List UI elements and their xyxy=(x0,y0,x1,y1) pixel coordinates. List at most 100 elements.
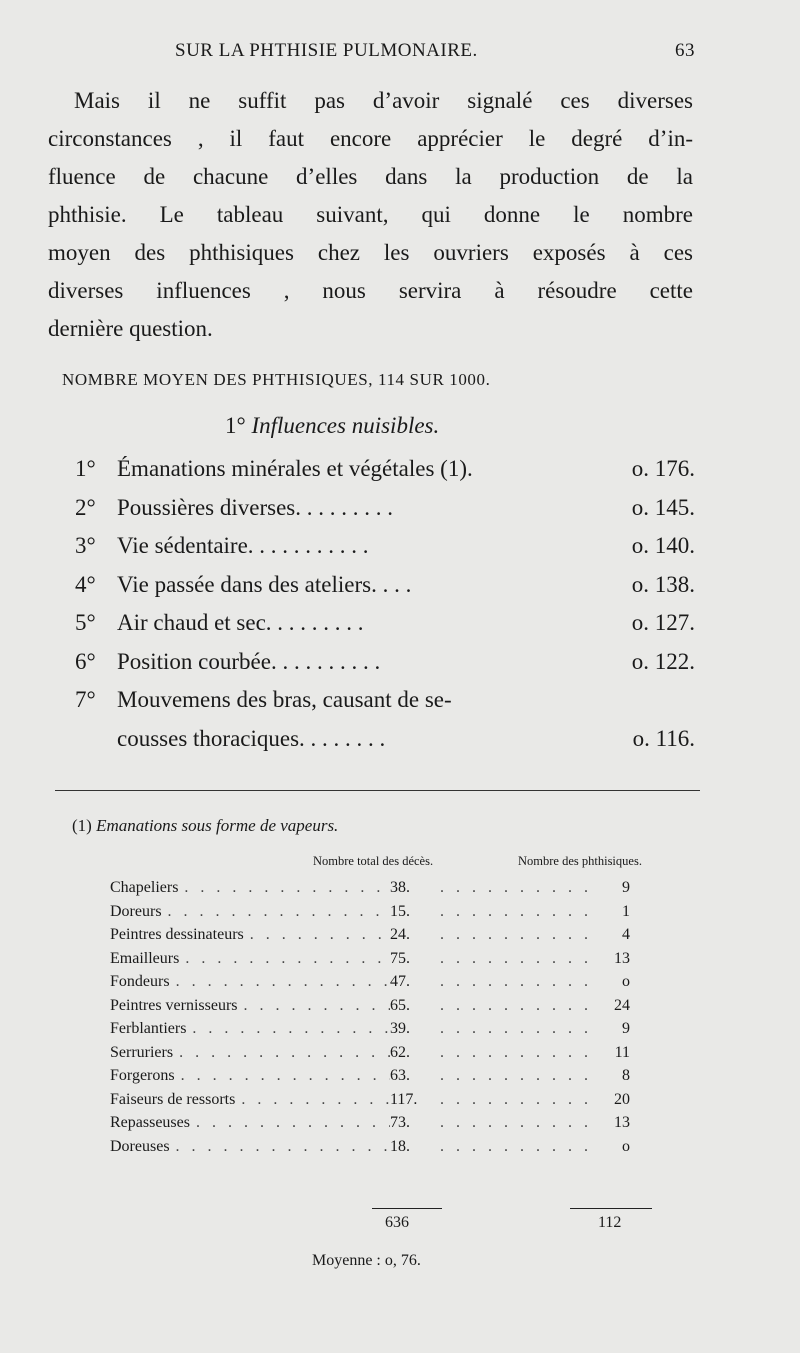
table-row: Peintres vernisseurs . . . . . . . . . . … xyxy=(110,994,630,1018)
leader-dots: . . . . . . . . . . . . . . . . . . . . … xyxy=(175,973,390,990)
influence-value: o. 122. xyxy=(631,648,695,674)
table-row: Repasseuses . . . . . . . . . . . . . . .… xyxy=(110,1111,630,1135)
leader-dots: . . . . . . . . . . . . . . . . . . . . … xyxy=(440,973,596,990)
table-row: Doreuses . . . . . . . . . . . . . . . . … xyxy=(110,1135,630,1159)
table-row: Serruriers . . . . . . . . . . . . . . . … xyxy=(110,1041,630,1065)
paragraph-line: dernière question. xyxy=(48,316,213,341)
paragraph-line: fluence de chacune d’elles dans la produ… xyxy=(48,164,693,189)
column-header-deaths: Nombre total des décès. xyxy=(313,854,434,868)
influence-item: 5° Air chaud et sec. . . . . . . . . o. 12… xyxy=(75,604,695,643)
table-row: Emailleurs . . . . . . . . . . . . . . . … xyxy=(110,947,630,971)
occupation-cell: Emailleurs . . . . . . . . . . . . . . . … xyxy=(110,947,390,971)
deaths-value: 47. xyxy=(390,973,410,990)
phthisiques-total-rule xyxy=(570,1208,652,1209)
body-paragraph: Mais il ne suffit pas d’avoir signalé ce… xyxy=(48,82,693,348)
leader-dots: . . . . . . . . . . . . . . . . . . . . … xyxy=(440,1090,596,1108)
influence-item: 6° Position courbée. . . . . . . . . . o. … xyxy=(75,643,695,682)
leader-dots: . . . . . . . . . . . . . . . . . . . . … xyxy=(440,879,596,896)
influence-number: 1° xyxy=(75,456,96,481)
occupation-cell: Serruriers . . . . . . . . . . . . . . . … xyxy=(110,1041,390,1065)
phthisiques-value: 11 xyxy=(614,1043,630,1061)
influence-value: o. 145. xyxy=(631,494,695,520)
occupation-name: Faiseurs de ressorts xyxy=(110,1090,236,1108)
influence-number: 7° xyxy=(75,687,96,712)
page-number: 63 xyxy=(675,40,695,61)
influence-value: o. 127. xyxy=(631,610,695,635)
deaths-value: 63. xyxy=(390,1067,410,1084)
occupation-name: Emailleurs xyxy=(110,949,180,967)
occupation-name: Ferblantiers xyxy=(110,1020,187,1037)
paragraph-line: moyen des phthisiques chez les ouvriers … xyxy=(48,240,693,265)
leader-dots: . . . . . . . . . . . . . . . . . . . . … xyxy=(243,996,390,1014)
leader-dots: . . . . . . . . . . . . . . . . . . . . … xyxy=(440,1020,596,1037)
occupation-name: Serruriers xyxy=(110,1043,174,1061)
influence-value: o. 138. xyxy=(631,571,695,597)
influence-label: Air chaud et sec. . . . . . . . . xyxy=(117,610,364,635)
table-row: Chapeliers . . . . . . . . . . . . . . . … xyxy=(110,876,630,900)
occupation-cell: Chapeliers . . . . . . . . . . . . . . . … xyxy=(110,876,390,900)
leader-dots: . . . . . . . . . . . . . . . . . . . . … xyxy=(440,1114,596,1131)
leader-dots: . . . . . . . . . . . . . . . . . . . . … xyxy=(440,1043,596,1061)
influence-label: Position courbée. . . . . . . . . . xyxy=(117,648,381,674)
occupation-cell: Faiseurs de ressorts . . . . . . . . . . … xyxy=(110,1088,390,1112)
leader-dots: . . . . . . . . . . . . . . . . . . . . … xyxy=(167,902,390,920)
influences-list: 1° Émanations minérales et végétales (1).… xyxy=(75,450,695,758)
influence-label: Vie passée dans des ateliers. . . . xyxy=(117,571,412,597)
table-row: Fondeurs . . . . . . . . . . . . . . . . … xyxy=(110,970,630,994)
leader-dots: . . . . . . . . . . . . . . . . . . . . … xyxy=(440,1067,596,1084)
phthisiques-value: 24 xyxy=(614,996,630,1014)
deaths-total: 636 xyxy=(385,1214,409,1231)
phthisiques-value: o xyxy=(622,973,630,990)
phthisiques-value: 13 xyxy=(614,1114,630,1131)
occupation-cell: Repasseuses . . . . . . . . . . . . . . .… xyxy=(110,1111,390,1135)
occupation-cell: Doreuses . . . . . . . . . . . . . . . . … xyxy=(110,1135,390,1159)
occupation-cell: Doreurs . . . . . . . . . . . . . . . . .… xyxy=(110,900,390,924)
running-header: SUR LA PHTHISIE PULMONAIRE. 63 xyxy=(175,40,695,62)
footnote-divider xyxy=(55,790,700,791)
influence-item: 7° Mouvemens des bras, causant de se- xyxy=(75,681,695,720)
leader-dots: . . . . . . . . . . . . . . . . . . . . … xyxy=(175,1137,390,1155)
deaths-value: 38. xyxy=(390,879,410,896)
leader-dots: . . . . . . . . . . . . . . . . . . . . … xyxy=(195,1114,390,1131)
phthisiques-value: o xyxy=(622,1137,630,1155)
influence-label: Émanations minérales et végétales (1). xyxy=(117,456,473,481)
influence-value xyxy=(605,681,695,720)
paragraph-line: diverses influences , nous servira à rés… xyxy=(48,278,693,303)
leader-dots: . . . . . . . . . . . . . . . . . . . . … xyxy=(184,879,390,896)
table-title: NOMBRE MOYEN DES PHTHISIQUES, 114 SUR 10… xyxy=(62,370,491,389)
leader-dots: . . . . . . . . . . . . . . . . . . . . … xyxy=(241,1090,390,1108)
section-heading: 1° Influences nuisibles. xyxy=(225,413,439,439)
footnote-title: (1) Emanations sous forme de vapeurs. xyxy=(72,816,338,836)
deaths-value: 117. xyxy=(390,1090,418,1108)
leader-dots: . . . . . . . . . . . . . . . . . . . . … xyxy=(440,1137,596,1155)
deaths-total-rule xyxy=(372,1208,442,1209)
influence-value: o. 116. xyxy=(632,725,695,751)
paragraph-line: phthisie. Le tableau suivant, qui donne … xyxy=(48,202,693,227)
table-row: Peintres dessinateurs . . . . . . . . . .… xyxy=(110,923,630,947)
occupation-cell: Forgerons . . . . . . . . . . . . . . . .… xyxy=(110,1064,390,1088)
occupation-name: Repasseuses xyxy=(110,1114,190,1131)
occupation-cell: Peintres vernisseurs . . . . . . . . . . … xyxy=(110,994,390,1018)
leader-dots: . . . . . . . . . . . . . . . . . . . . … xyxy=(192,1020,390,1037)
influence-label: Mouvemens des bras, causant de se- xyxy=(117,687,452,712)
deaths-value: 15. xyxy=(390,902,410,920)
occupation-name: Peintres vernisseurs xyxy=(110,996,238,1014)
table-row: Ferblantiers . . . . . . . . . . . . . . … xyxy=(110,1017,630,1041)
deaths-value: 62. xyxy=(390,1043,410,1061)
occupation-name: Peintres dessinateurs xyxy=(110,926,244,943)
phthisiques-value: 13 xyxy=(614,949,630,967)
leader-dots: . . . . . . . . . . . . . . . . . . . . … xyxy=(185,949,390,967)
influence-item: cousses thoraciques. . . . . . . . o. 116… xyxy=(75,720,695,759)
occupation-cell: Ferblantiers . . . . . . . . . . . . . . … xyxy=(110,1017,390,1041)
influence-item: 1° Émanations minérales et végétales (1).… xyxy=(75,450,695,489)
occupation-name: Fondeurs xyxy=(110,973,170,990)
influence-number xyxy=(75,720,117,759)
phthisiques-value: 20 xyxy=(614,1090,630,1108)
paragraph-line: circonstances , il faut encore apprécier… xyxy=(48,126,693,151)
occupation-name: Forgerons xyxy=(110,1067,175,1084)
leader-dots: . . . . . . . . . . . . . . . . . . . . … xyxy=(440,902,596,920)
leader-dots: . . . . . . . . . . . . . . . . . . . . … xyxy=(179,1043,390,1061)
footnote-text: Emanations sous forme de vapeurs. xyxy=(96,816,339,835)
phthisiques-value: 1 xyxy=(622,902,630,920)
section-label: Influences nuisibles. xyxy=(251,413,440,438)
